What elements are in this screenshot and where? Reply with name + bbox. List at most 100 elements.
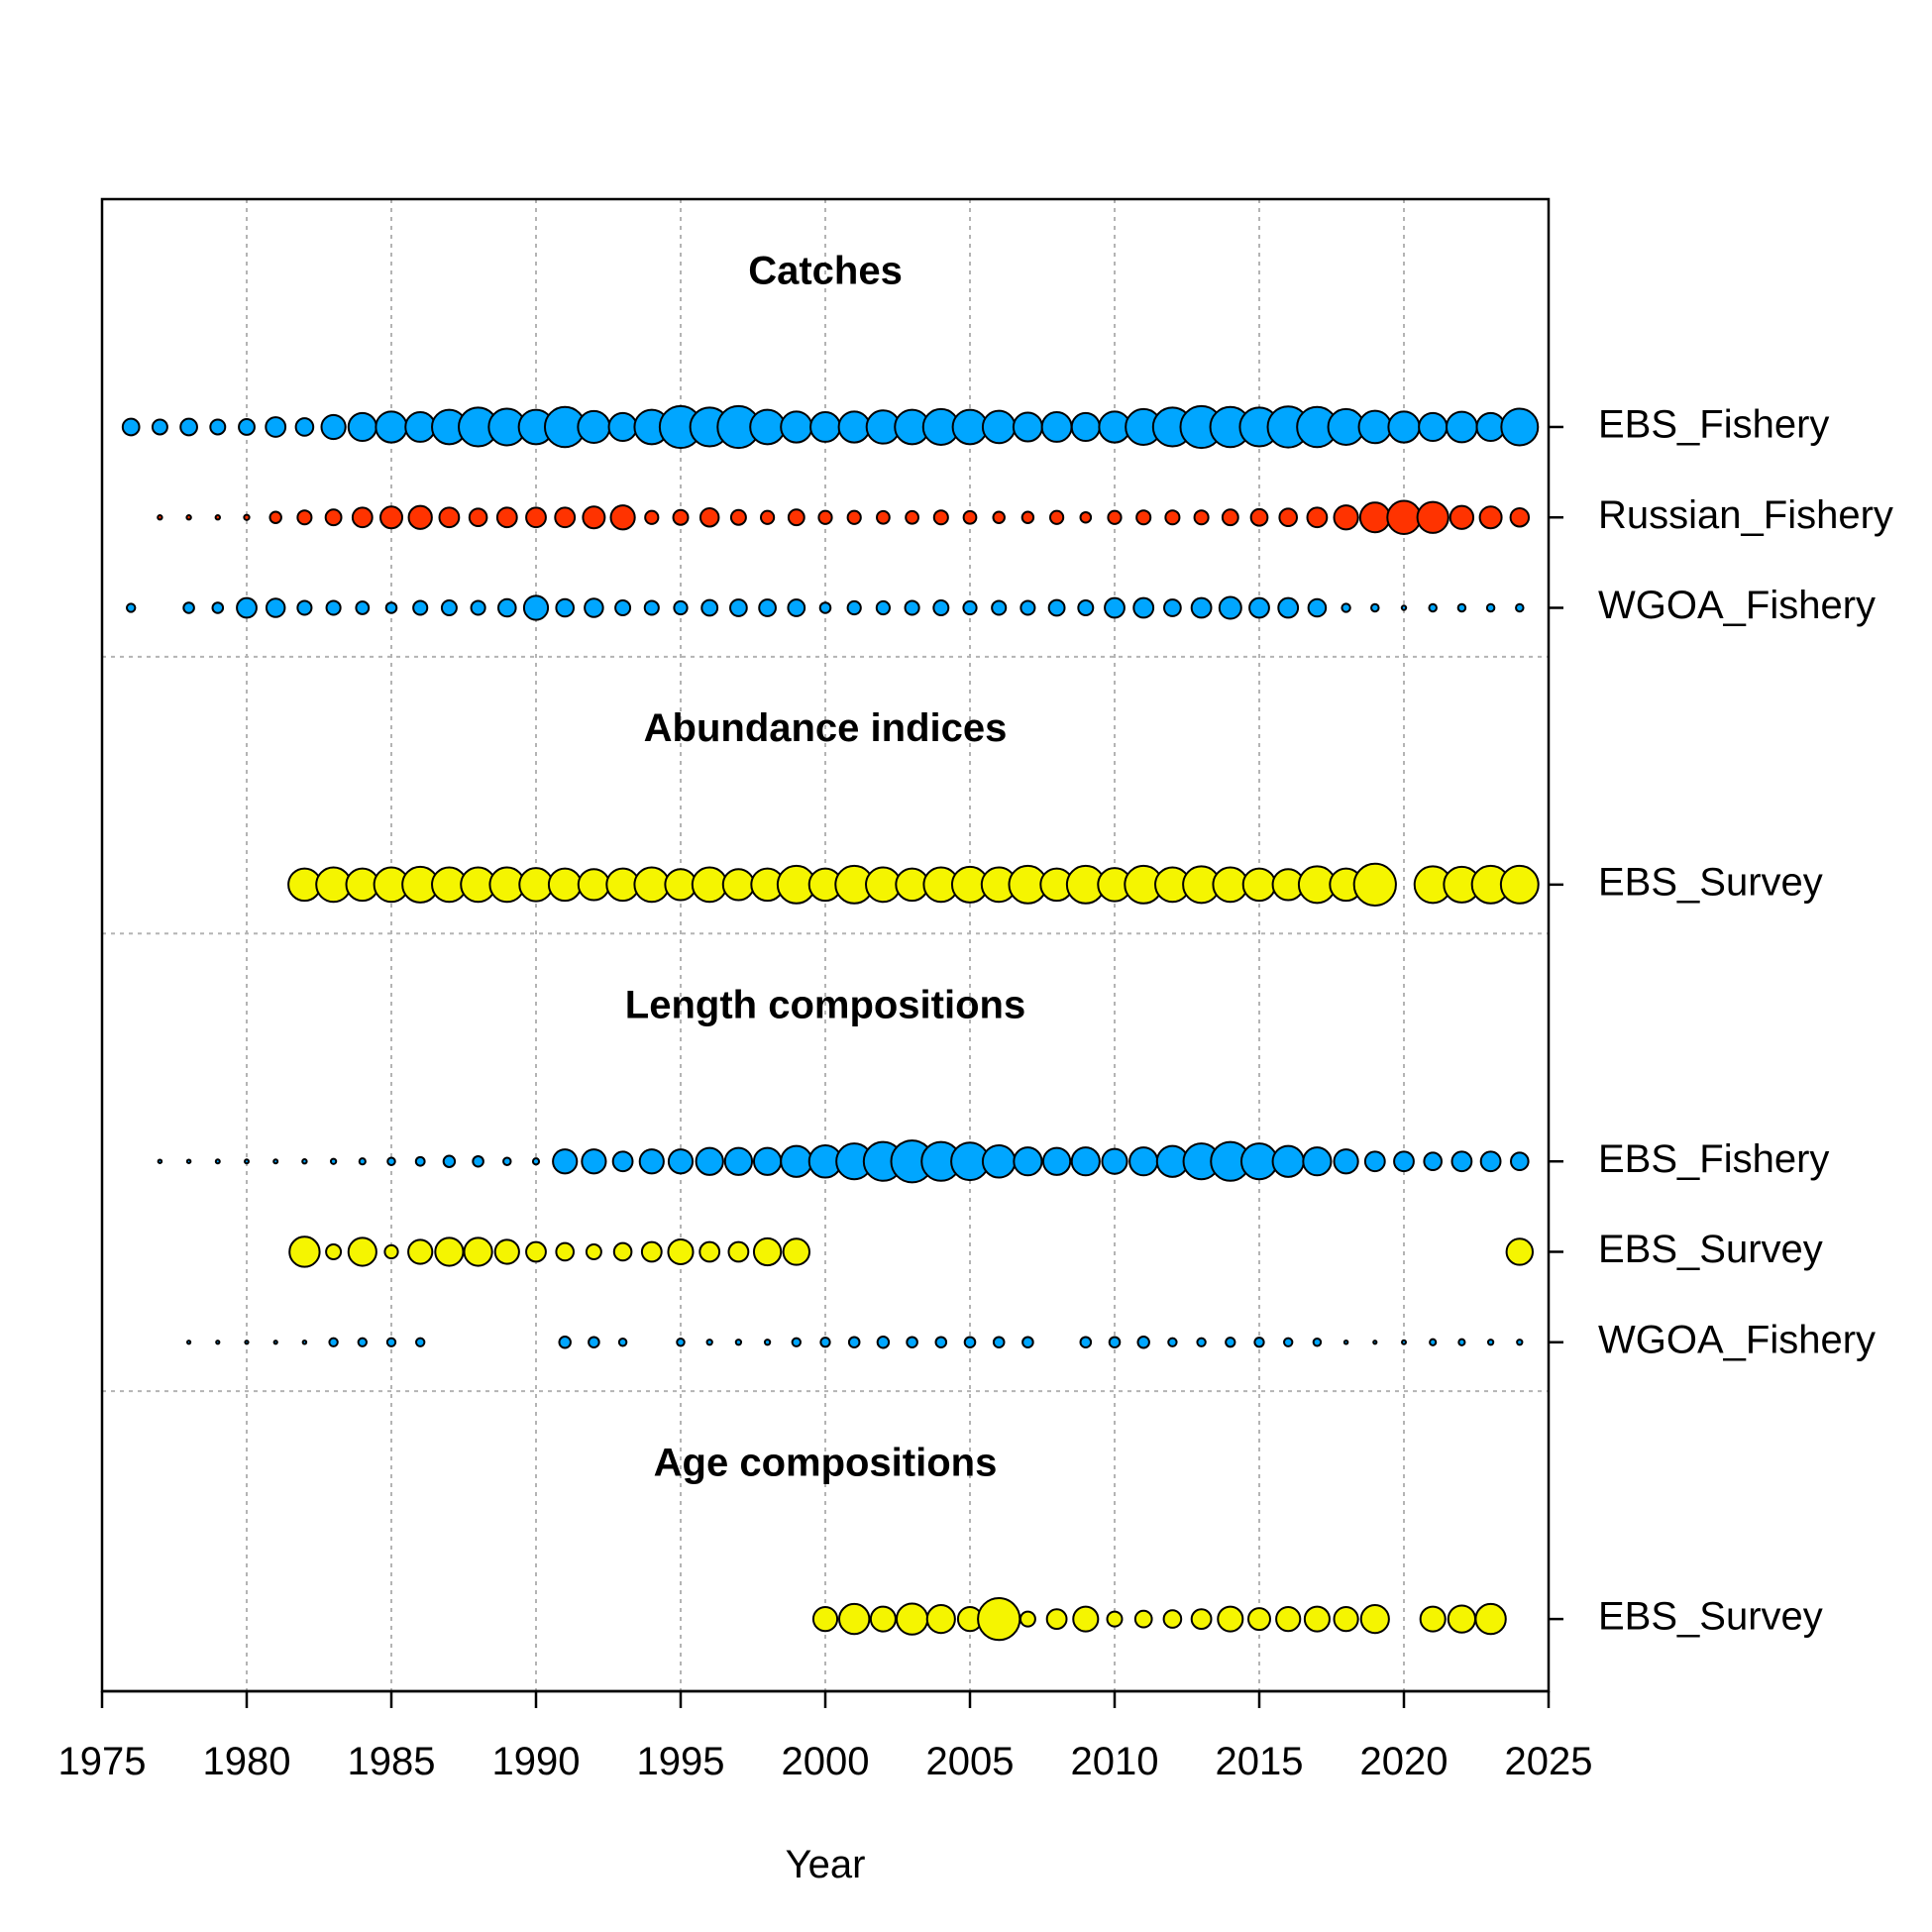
data-point	[547, 867, 583, 903]
data-point	[1450, 1150, 1473, 1173]
data-point	[934, 1336, 948, 1349]
data-point	[1333, 1148, 1359, 1175]
data-point	[895, 1602, 929, 1636]
data-point	[1277, 596, 1300, 619]
data-point	[1474, 1602, 1507, 1636]
data-point	[846, 599, 862, 616]
row-label: Russian_Fishery	[1598, 493, 1893, 537]
data-point	[1101, 1147, 1128, 1175]
x-tick-label: 2025	[1505, 1740, 1593, 1783]
data-point	[531, 1157, 541, 1166]
data-point	[614, 599, 632, 616]
data-point	[244, 1158, 250, 1165]
data-point	[438, 506, 461, 529]
data-point	[992, 1336, 1006, 1349]
row-label: WGOA_Fishery	[1598, 1318, 1876, 1361]
data-point	[644, 509, 660, 525]
data-point	[780, 410, 813, 444]
data-point	[472, 1154, 484, 1168]
data-point	[847, 1336, 861, 1349]
data-point	[763, 1339, 772, 1346]
data-point	[1190, 1608, 1213, 1631]
data-point	[1136, 1336, 1150, 1349]
data-point	[1248, 596, 1270, 619]
data-point	[698, 1240, 721, 1263]
data-point	[1307, 597, 1328, 618]
data-point	[558, 1336, 572, 1349]
data-point	[1357, 409, 1393, 445]
data-point	[1167, 1337, 1178, 1347]
data-point	[869, 1605, 897, 1633]
x-tick-label: 1980	[203, 1740, 291, 1783]
data-point	[1106, 1610, 1124, 1628]
data-point	[468, 507, 488, 528]
data-point	[1387, 410, 1421, 444]
data-point	[1485, 602, 1496, 613]
data-point	[1133, 1609, 1153, 1629]
x-axis-title: Year	[786, 1843, 866, 1886]
data-point	[407, 504, 433, 530]
data-point	[383, 1243, 399, 1260]
section-title: Length compositions	[625, 984, 1025, 1027]
data-point	[294, 417, 315, 437]
data-point	[347, 1236, 377, 1267]
data-point	[1479, 1150, 1502, 1173]
data-point	[1020, 510, 1035, 524]
data-point	[1021, 1336, 1034, 1349]
data-point	[588, 1336, 600, 1349]
data-point	[1419, 1605, 1447, 1633]
data-point	[407, 1238, 434, 1265]
data-point	[215, 1340, 221, 1345]
data-point	[1386, 499, 1422, 535]
data-point	[691, 866, 728, 904]
data-point	[325, 599, 342, 616]
data-point	[672, 508, 690, 526]
data-point	[404, 411, 437, 443]
data-point	[1428, 602, 1438, 613]
data-point	[329, 1157, 338, 1165]
data-point	[555, 1241, 576, 1262]
data-point	[581, 1148, 607, 1175]
data-point	[1510, 1151, 1530, 1172]
data-point	[1278, 507, 1298, 528]
data-point	[493, 1238, 520, 1265]
data-point	[1306, 506, 1329, 529]
x-tick-label: 1990	[492, 1740, 581, 1783]
data-point	[787, 508, 805, 527]
data-point	[412, 599, 429, 616]
data-point	[1429, 1338, 1438, 1346]
data-point	[837, 410, 871, 444]
data-point	[358, 1157, 367, 1166]
data-point	[1190, 596, 1213, 619]
data-point	[962, 509, 978, 525]
data-point	[612, 1241, 633, 1262]
data-point	[1478, 505, 1503, 530]
data-point	[673, 599, 689, 616]
data-point	[1162, 1609, 1183, 1629]
data-point	[554, 506, 577, 529]
data-point	[846, 509, 862, 525]
x-tick-label: 2000	[782, 1740, 870, 1783]
data-point	[727, 1240, 750, 1263]
data-point	[1012, 411, 1043, 443]
row-label: EBS_Survey	[1598, 1595, 1823, 1639]
data-point	[817, 509, 833, 525]
data-point	[932, 509, 949, 526]
data-point	[607, 411, 638, 443]
data-point	[1449, 504, 1475, 530]
data-point	[962, 599, 978, 616]
data-point	[905, 509, 919, 525]
data-point	[495, 506, 518, 529]
data-point	[1013, 1146, 1043, 1177]
data-point	[518, 867, 554, 903]
data-point	[695, 1146, 724, 1176]
data-point	[1247, 1607, 1271, 1632]
data-point	[1217, 1605, 1244, 1633]
data-point	[791, 1337, 802, 1347]
data-point	[470, 599, 486, 616]
data-point	[1041, 1146, 1072, 1176]
data-point	[325, 1243, 343, 1260]
data-point	[265, 597, 286, 618]
data-point	[268, 510, 282, 524]
